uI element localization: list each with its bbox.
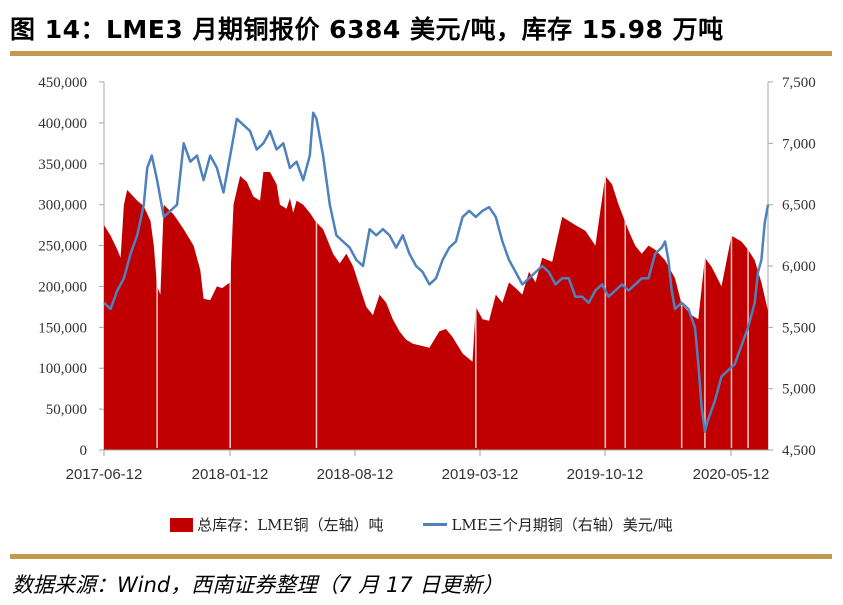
svg-text:150,000: 150,000	[38, 320, 87, 336]
svg-text:50,000: 50,000	[46, 402, 87, 418]
svg-text:2017-06-12: 2017-06-12	[66, 466, 143, 483]
svg-text:2018-01-12: 2018-01-12	[192, 466, 269, 483]
svg-text:450,000: 450,000	[38, 75, 87, 91]
legend-item-inventory: 总库存：LME铜（左轴）吨	[170, 514, 383, 535]
svg-text:350,000: 350,000	[38, 157, 87, 173]
svg-text:5,500: 5,500	[782, 320, 816, 336]
svg-text:100,000: 100,000	[38, 361, 87, 377]
svg-text:2019-03-12: 2019-03-12	[442, 466, 519, 483]
legend-item-price: LME三个月期铜（右轴）美元/吨	[423, 514, 673, 535]
legend-swatch-price	[423, 523, 448, 526]
svg-text:300,000: 300,000	[38, 198, 87, 214]
price-line	[103, 111, 770, 433]
x-axis: 2017-06-12 2018-01-12 2018-08-12 2019-03-12…	[66, 449, 770, 483]
svg-text:250,000: 250,000	[38, 239, 87, 255]
legend-label-price: LME三个月期铜（右轴）美元/吨	[451, 516, 673, 534]
chart-title: 图 14：LME3 月期铜报价 6384 美元/吨，库存 15.98 万吨	[10, 15, 724, 44]
legend-label-inventory: 总库存：LME铜（左轴）吨	[197, 516, 384, 534]
svg-text:5,000: 5,000	[782, 382, 816, 398]
svg-text:7,500: 7,500	[782, 75, 816, 91]
source-note: 数据来源：Wind，西南证券整理（7 月 17 日更新）	[12, 573, 504, 597]
source-rule	[10, 554, 832, 559]
inventory-area	[104, 172, 768, 450]
title-rule	[10, 51, 832, 56]
right-axis: 4,500 5,000 5,500 6,000 6,500 7,000 7,500	[767, 75, 816, 459]
legend-swatch-inventory	[170, 517, 194, 532]
svg-text:6,000: 6,000	[782, 259, 816, 275]
svg-text:400,000: 400,000	[38, 116, 87, 132]
svg-text:200,000: 200,000	[38, 279, 87, 295]
svg-text:4,500: 4,500	[782, 443, 816, 459]
left-axis: 0 50,000 100,000 150,000 200,000 250,000 300,0…	[38, 75, 105, 459]
svg-text:6,500: 6,500	[782, 198, 816, 214]
svg-text:2018-08-12: 2018-08-12	[317, 466, 394, 483]
svg-text:2020-05-12: 2020-05-12	[693, 466, 770, 483]
legend: 总库存：LME铜（左轴）吨 LME三个月期铜（右轴）美元/吨	[0, 514, 843, 535]
svg-text:7,000: 7,000	[782, 136, 816, 152]
svg-text:2019-10-12: 2019-10-12	[567, 466, 644, 483]
chart: 0 50,000 100,000 150,000 200,000 250,000 300,0…	[38, 75, 816, 483]
svg-text:0: 0	[80, 443, 88, 459]
